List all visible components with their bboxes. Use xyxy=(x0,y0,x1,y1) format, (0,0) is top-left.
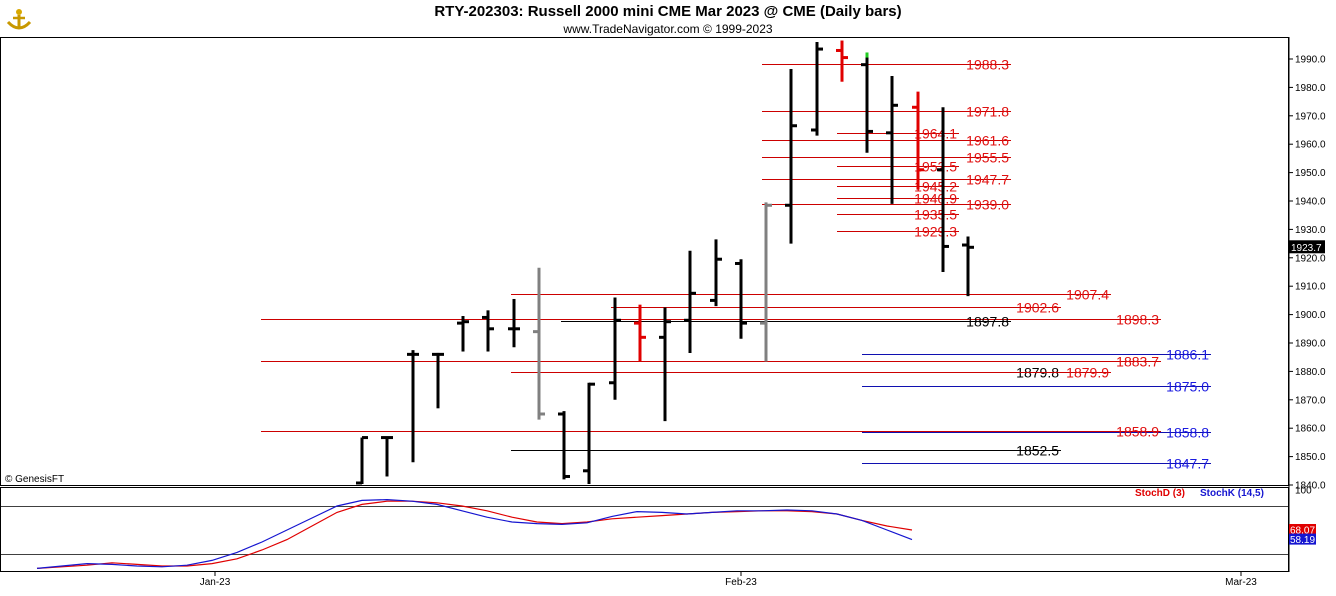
time-axis-layer: Jan-23 Feb-23 Mar-23 xyxy=(200,572,1257,588)
price-axis-layer: 1840.0 1850.0 1860.0 1870.0 1880.0 1890.0 1900… xyxy=(1289,55,1326,492)
copyright-label: © GenesisFT xyxy=(5,474,65,485)
stoch-d-value-label: 68.07 xyxy=(1290,526,1315,537)
level-label-1929.3: 1929.3 xyxy=(914,224,957,240)
price-tick-label: 1900.0 xyxy=(1295,310,1326,321)
ohlc-bar xyxy=(912,91,924,190)
level-label-1952.5: 1952.5 xyxy=(914,159,957,175)
level-label-1875.0: 1875.0 xyxy=(1166,379,1209,395)
price-bars-layer xyxy=(356,40,974,485)
price-tick-label: 1920.0 xyxy=(1295,253,1326,264)
level-label-1886.1: 1886.1 xyxy=(1166,347,1209,363)
ohlc-bar xyxy=(684,250,696,353)
level-label-1935.5: 1935.5 xyxy=(914,207,957,223)
level-label-1961.6: 1961.6 xyxy=(966,133,1009,149)
ohlc-bar xyxy=(886,76,898,204)
price-tick-label: 1950.0 xyxy=(1295,168,1326,179)
price-tick-label: 1850.0 xyxy=(1295,452,1326,463)
ohlc-bar xyxy=(457,316,469,352)
trade-navigator-logo-icon xyxy=(4,4,34,34)
ohlc-bar xyxy=(508,298,520,348)
price-tick-label: 1890.0 xyxy=(1295,339,1326,350)
stoch-k-line xyxy=(36,498,913,569)
ohlc-bar xyxy=(760,202,772,362)
price-tick-label: 1860.0 xyxy=(1295,424,1326,435)
stoch-k-legend[interactable]: StochK (14,5) xyxy=(1200,488,1264,499)
ohlc-bar xyxy=(836,40,848,82)
ohlc-bar xyxy=(634,304,646,362)
level-label-1988.3: 1988.3 xyxy=(966,57,1009,73)
price-tick-label: 1990.0 xyxy=(1295,55,1326,66)
level-label-1883.7: 1883.7 xyxy=(1116,354,1159,370)
level-label-1897.8: 1897.8 xyxy=(966,314,1009,330)
level-label-1879.9: 1879.9 xyxy=(1066,365,1109,381)
level-label-1902.6: 1902.6 xyxy=(1016,300,1059,316)
time-tick-label: Mar-23 xyxy=(1225,577,1257,588)
price-tick-label: 1980.0 xyxy=(1295,83,1326,94)
ohlc-bar xyxy=(558,411,570,480)
level-label-1898.3: 1898.3 xyxy=(1116,312,1159,328)
price-tick-label: 1940.0 xyxy=(1295,197,1326,208)
last-price-box xyxy=(1289,240,1325,254)
level-label-1939.0: 1939.0 xyxy=(966,197,1009,213)
stoch-d-legend[interactable]: StochD (3) xyxy=(1135,488,1185,499)
price-tick-label: 1910.0 xyxy=(1295,282,1326,293)
ohlc-bar xyxy=(735,259,747,339)
ohlc-bar xyxy=(861,52,873,153)
ohlc-bar xyxy=(482,310,494,352)
ohlc-bar xyxy=(432,352,444,409)
price-tick-label: 1870.0 xyxy=(1295,395,1326,406)
ohlc-bar xyxy=(962,236,974,297)
price-tick-label: 1930.0 xyxy=(1295,225,1326,236)
level-label-1945.2: 1945.2 xyxy=(914,179,957,195)
ohlc-bar xyxy=(583,382,595,484)
stoch-k-value-box xyxy=(1289,533,1316,545)
ohlc-bar xyxy=(407,350,419,463)
price-tick-label: 1970.0 xyxy=(1295,111,1326,122)
last-price-label: 1923.7 xyxy=(1291,243,1322,254)
ohlc-bar xyxy=(785,68,797,244)
price-tick-label: 1960.0 xyxy=(1295,140,1326,151)
ohlc-bar xyxy=(659,307,671,422)
level-label-1852.5: 1852.5 xyxy=(1016,443,1059,459)
level-label-1907.4: 1907.4 xyxy=(1066,287,1109,303)
ohlc-bar xyxy=(811,41,823,136)
level-label-1971.8: 1971.8 xyxy=(966,104,1009,120)
time-tick-label: Jan-23 xyxy=(200,577,231,588)
ohlc-bar xyxy=(533,267,545,420)
level-label-1964.1: 1964.1 xyxy=(914,126,957,142)
ohlc-bar xyxy=(937,107,949,272)
stoch-tick-label: 100 xyxy=(1295,486,1312,497)
time-tick-label: Feb-23 xyxy=(725,577,757,588)
ohlc-bar xyxy=(710,239,722,307)
price-tick-label: 1880.0 xyxy=(1295,367,1326,378)
price-tick-label: 1840.0 xyxy=(1295,481,1326,492)
ohlc-bar xyxy=(381,436,393,477)
stoch-k-value-label: 58.19 xyxy=(1290,535,1315,546)
level-label-1847.7: 1847.7 xyxy=(1166,456,1209,472)
chart-title: RTY-202303: Russell 2000 mini CME Mar 20… xyxy=(434,3,902,20)
level-label-1947.7: 1947.7 xyxy=(966,172,1009,188)
ohlc-bar xyxy=(356,436,368,485)
level-label-1858.9: 1858.9 xyxy=(1116,424,1159,440)
level-label-1955.5: 1955.5 xyxy=(966,150,1009,166)
level-label-1858.8: 1858.8 xyxy=(1166,425,1209,441)
stoch-d-value-box xyxy=(1289,524,1316,535)
ohlc-bar xyxy=(609,297,621,400)
level-label-1940.9: 1940.9 xyxy=(914,191,957,207)
chart-subtitle: www.TradeNavigator.com © 1999-2023 xyxy=(563,22,773,36)
